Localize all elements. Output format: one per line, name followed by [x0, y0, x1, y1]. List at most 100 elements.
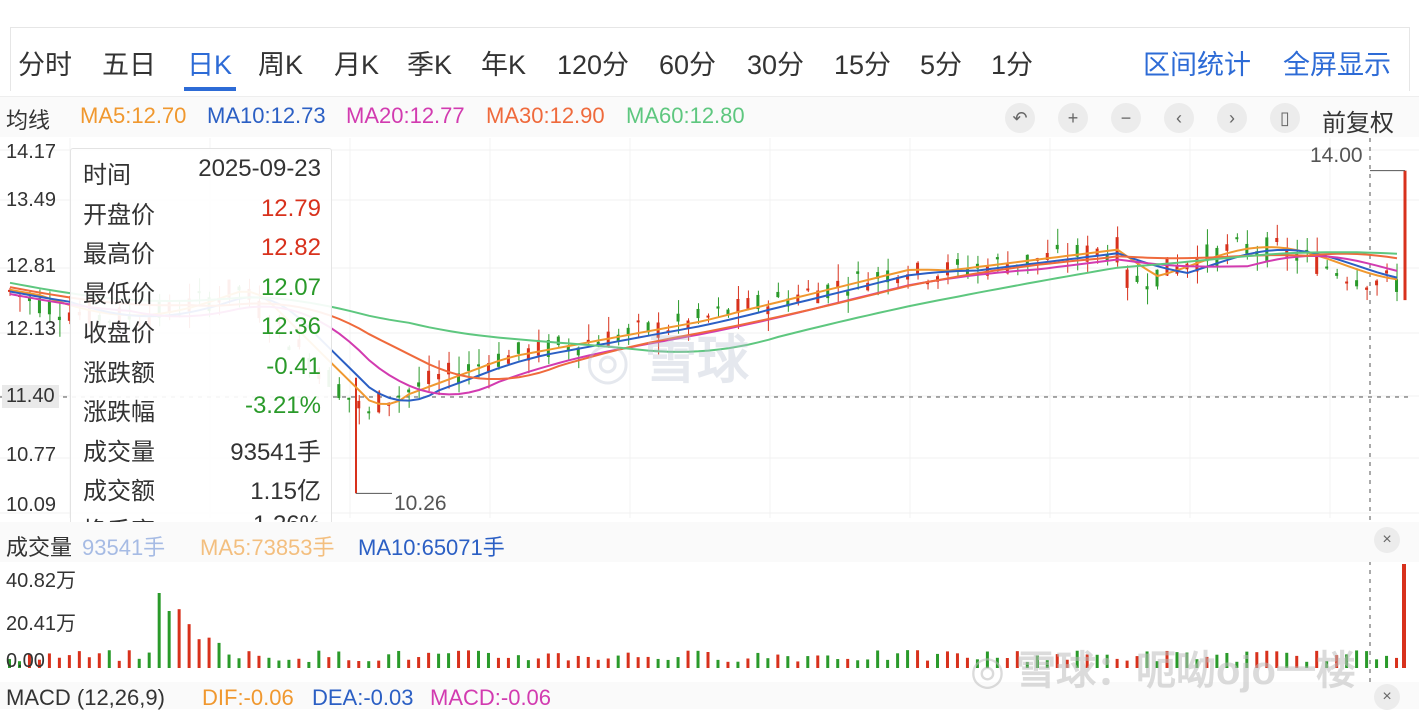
candle-body [467, 364, 471, 371]
candle-body [347, 397, 351, 400]
tab-3[interactable]: 周K [258, 50, 304, 80]
volume-bar [955, 653, 959, 668]
tooltip-key: 最低价 [83, 280, 155, 308]
ma5-value: MA5:12.70 [80, 103, 187, 128]
tab-0[interactable]: 分时 [18, 50, 72, 80]
candle-body [457, 373, 461, 383]
candle-body [427, 370, 431, 384]
volume-bar [846, 658, 850, 668]
volume-bar [1215, 654, 1219, 668]
volume-bar [437, 653, 441, 668]
tab-12[interactable]: 1分 [991, 50, 1034, 80]
candlestick-icon[interactable]: ▯ [1270, 103, 1300, 133]
volume-bar [277, 660, 281, 668]
tab-1[interactable]: 五日 [102, 50, 156, 80]
candle-body [1155, 269, 1159, 287]
volume-bar [1315, 650, 1319, 668]
candle-body [1055, 244, 1059, 250]
volume-bar [1175, 652, 1179, 668]
candle-body [756, 294, 760, 310]
candle-body [646, 322, 650, 333]
tab-8[interactable]: 60分 [659, 50, 717, 80]
volume-bar [975, 659, 979, 668]
close-volume-icon[interactable]: × [1374, 527, 1400, 553]
volume-bar [1265, 650, 1269, 668]
candle-body [876, 272, 880, 279]
tooltip-value: 2025-09-23 [198, 155, 321, 182]
volume-bar [666, 659, 670, 668]
volume-bar [1155, 661, 1159, 668]
candle-body [536, 339, 540, 356]
tab-5[interactable]: 季K [407, 50, 453, 80]
ma-label: 均线 [6, 108, 51, 133]
volume-bar [896, 653, 900, 668]
tooltip-key: 涨跌幅 [83, 399, 155, 426]
volume-bar [876, 650, 880, 668]
tab-4[interactable]: 月K [334, 50, 380, 80]
volume-bar [1165, 650, 1169, 668]
candle-body [866, 282, 870, 291]
tooltip-row: 成交量 93541手 [83, 432, 321, 468]
tab-6[interactable]: 年K [481, 50, 527, 80]
volume-bar [417, 657, 421, 668]
fullscreen-link[interactable]: 全屏显示 [1283, 50, 1391, 80]
tab-2[interactable]: 日K [187, 50, 233, 80]
volume-bar [1185, 652, 1189, 668]
candle-body [1205, 244, 1209, 262]
candle-body [896, 277, 900, 284]
candle-body [1395, 279, 1399, 292]
close-macd-icon[interactable]: × [1374, 684, 1400, 710]
volume-bar [197, 639, 201, 668]
price-axis-label: 10.77 [6, 444, 57, 466]
tab-7[interactable]: 120分 [557, 50, 630, 80]
tooltip-key: 收盘价 [83, 320, 155, 347]
candle-body [676, 313, 680, 322]
tab-10[interactable]: 15分 [834, 50, 892, 80]
candle-body [726, 309, 730, 316]
price-axis-label: 12.81 [6, 255, 57, 277]
candle-body [1225, 244, 1229, 251]
candle-body [1315, 254, 1319, 274]
candle-body [586, 339, 590, 343]
author-watermark: ◎ 雪球：呃呦ojo一楼 [970, 649, 1356, 693]
zoom-out-icon[interactable]: − [1111, 103, 1141, 133]
volume-bar [407, 659, 411, 668]
volume-bar [1295, 655, 1299, 668]
volume-bar [1025, 661, 1029, 668]
zoom-in-icon[interactable]: + [1058, 103, 1088, 133]
candle-body [506, 355, 510, 364]
ma30-value: MA30:12.90 [486, 103, 605, 128]
volume-bar [856, 660, 860, 668]
volume-bar [626, 652, 630, 668]
candle-body [1285, 247, 1289, 257]
volume-bar [67, 655, 71, 668]
candle-body [417, 382, 421, 387]
candle-body [367, 411, 371, 414]
volume-bar [1365, 651, 1369, 668]
volume-bar [676, 657, 680, 668]
volume-bar [137, 658, 141, 668]
adjust-mode-button[interactable]: 前复权 [1322, 110, 1394, 137]
volume-bar [686, 650, 690, 668]
volume-bar [207, 637, 211, 668]
range-stats-link[interactable]: 区间统计 [1143, 50, 1251, 80]
tooltip-row: 收盘价 12.36 [83, 313, 321, 349]
volume-bar [317, 650, 321, 668]
chevron-left-icon[interactable]: ‹ [1164, 103, 1194, 133]
volume-bar [8, 659, 11, 668]
tooltip-row: 涨跌幅 -3.21% [83, 392, 321, 428]
volume-bar [1235, 661, 1239, 668]
volume-bar [776, 654, 780, 668]
volume-bar [646, 656, 650, 668]
candle-body [546, 340, 550, 357]
candle-body [1045, 252, 1049, 261]
candle-body [1135, 275, 1139, 282]
tab-11[interactable]: 5分 [920, 50, 963, 80]
macd-label: MACD (12,26,9) [6, 685, 165, 710]
volume-bar [447, 653, 451, 668]
volume-bar [556, 653, 560, 668]
tooltip-row: 最高价 12.82 [83, 234, 321, 270]
chevron-right-icon[interactable]: › [1217, 103, 1247, 133]
tab-9[interactable]: 30分 [747, 50, 805, 80]
undo-icon[interactable]: ↶ [1005, 103, 1035, 133]
